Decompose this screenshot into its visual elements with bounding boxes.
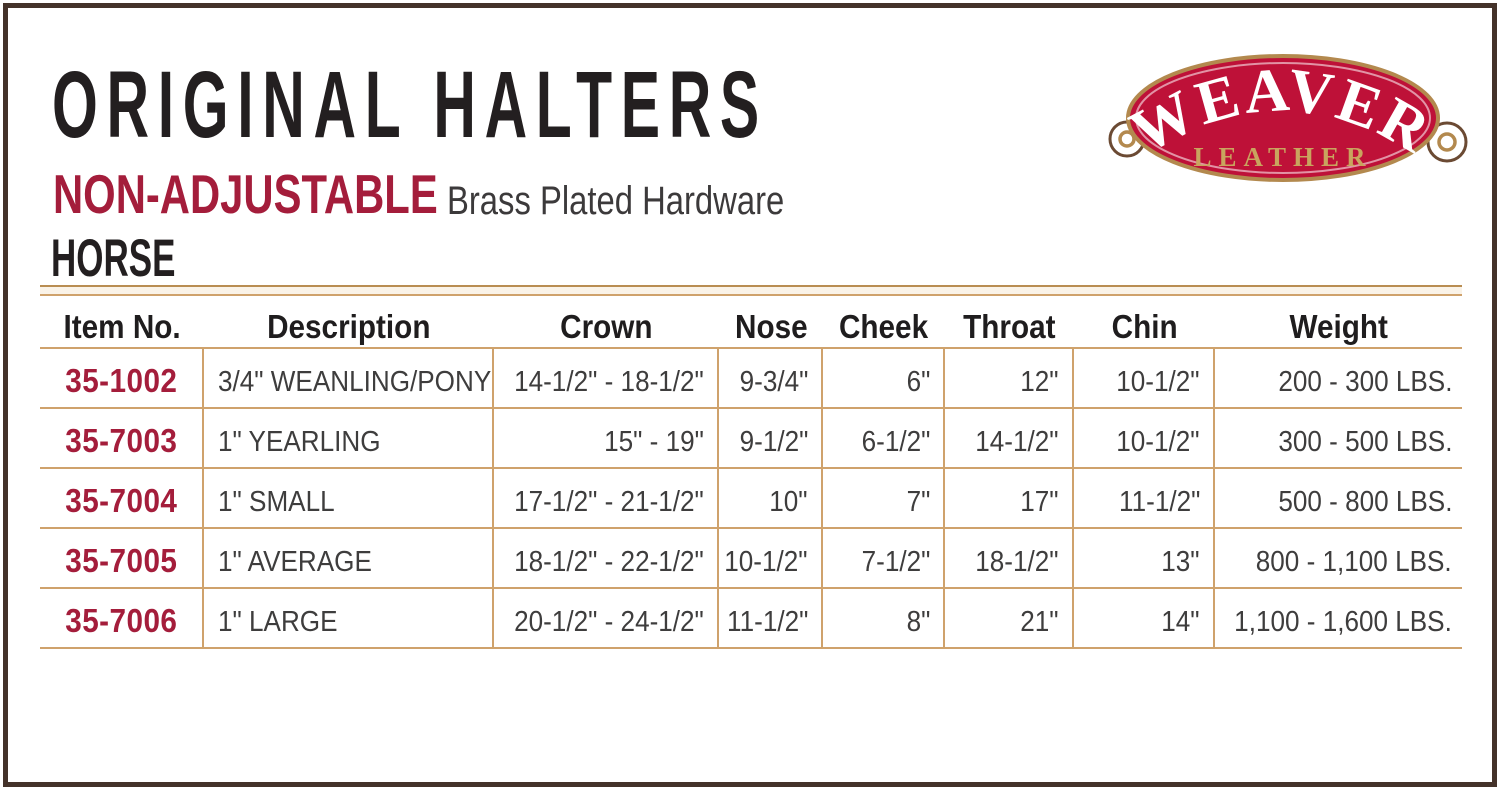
cell-item-no: 35-1002 <box>40 349 204 407</box>
cell-description: 1" YEARLING <box>204 409 494 467</box>
cell-weight: 200 - 300 LBS. <box>1277 366 1452 398</box>
cell-throat: 21" <box>945 589 1074 647</box>
cell-crown: 14-1/2" - 18-1/2" <box>494 349 719 407</box>
logo-oval-inner-ring <box>1135 62 1431 174</box>
col-header-crown: Crown <box>560 308 653 345</box>
cell-cheek: 6-1/2" <box>823 409 945 467</box>
subtitle-non-adjustable: NON-ADJUSTABLE <box>53 163 438 225</box>
cell-weight: 500 - 800 LBS. <box>1277 486 1452 518</box>
col-header-throat: Throat <box>963 308 1056 345</box>
cell-cheek: 8" <box>823 589 945 647</box>
cell-weight: 1,100 - 1,600 LBS. <box>1234 606 1452 638</box>
cell-item-no: 35-7003 <box>40 409 204 467</box>
cell-description: 1" SMALL <box>204 469 494 527</box>
col-header-item-no: Item No. <box>63 308 181 345</box>
section-heading-horse: HORSE <box>51 229 176 288</box>
cell-chin: 10-1/2" <box>1074 349 1215 407</box>
cell-chin: 13" <box>1074 529 1215 587</box>
cell-nose: 10-1/2" <box>719 529 823 587</box>
cell-throat: 12" <box>945 349 1074 407</box>
cell-description: 3/4" WEANLING/PONY <box>204 349 494 407</box>
cell-item-no: 35-7005 <box>40 529 204 587</box>
table-header-row: Item No. Description Crown Nose Cheek Th… <box>40 296 1462 349</box>
cell-nose: 11-1/2" <box>719 589 823 647</box>
sizing-table: Item No. Description Crown Nose Cheek Th… <box>40 285 1462 649</box>
col-header-weight: Weight <box>1289 308 1388 345</box>
cell-nose: 9-3/4" <box>719 349 823 407</box>
cell-description: 1" AVERAGE <box>204 529 494 587</box>
cell-chin: 14" <box>1074 589 1215 647</box>
cell-throat: 14-1/2" <box>945 409 1074 467</box>
hardware-note: Brass Plated Hardware <box>447 179 785 223</box>
cell-chin: 11-1/2" <box>1074 469 1215 527</box>
table-row: 35-7005 1" AVERAGE 18-1/2" - 22-1/2" 10-… <box>40 529 1462 589</box>
logo-oval <box>1126 54 1440 182</box>
cell-crown: 20-1/2" - 24-1/2" <box>494 589 719 647</box>
table-top-rule <box>40 285 1462 296</box>
cell-throat: 17" <box>945 469 1074 527</box>
cell-nose: 10" <box>719 469 823 527</box>
cell-cheek: 6" <box>823 349 945 407</box>
cell-crown: 17-1/2" - 21-1/2" <box>494 469 719 527</box>
cell-chin: 10-1/2" <box>1074 409 1215 467</box>
page-title: ORIGINAL HALTERS <box>52 52 768 158</box>
cell-nose: 9-1/2" <box>719 409 823 467</box>
col-header-chin: Chin <box>1111 308 1178 345</box>
logo-right-curl-icon <box>1426 121 1468 163</box>
col-header-description: Description <box>267 308 431 345</box>
cell-weight: 800 - 1,100 LBS. <box>1256 546 1452 578</box>
cell-crown: 15" - 19" <box>494 409 719 467</box>
cell-crown: 18-1/2" - 22-1/2" <box>494 529 719 587</box>
table-row: 35-7004 1" SMALL 17-1/2" - 21-1/2" 10" 7… <box>40 469 1462 529</box>
logo-leather-text: LEATHER <box>1193 142 1372 172</box>
cell-cheek: 7" <box>823 469 945 527</box>
cell-cheek: 7-1/2" <box>823 529 945 587</box>
table-row: 35-7006 1" LARGE 20-1/2" - 24-1/2" 11-1/… <box>40 589 1462 649</box>
cell-item-no: 35-7004 <box>40 469 204 527</box>
table-row: 35-1002 3/4" WEANLING/PONY 14-1/2" - 18-… <box>40 349 1462 409</box>
weaver-leather-logo: WEAVER LEATHER <box>1108 54 1468 182</box>
col-header-cheek: Cheek <box>839 308 929 345</box>
col-header-nose: Nose <box>734 308 808 345</box>
table-row: 35-7003 1" YEARLING 15" - 19" 9-1/2" 6-1… <box>40 409 1462 469</box>
cell-throat: 18-1/2" <box>945 529 1074 587</box>
cell-weight: 300 - 500 LBS. <box>1277 426 1452 458</box>
cell-item-no: 35-7006 <box>40 589 204 647</box>
cell-description: 1" LARGE <box>204 589 494 647</box>
